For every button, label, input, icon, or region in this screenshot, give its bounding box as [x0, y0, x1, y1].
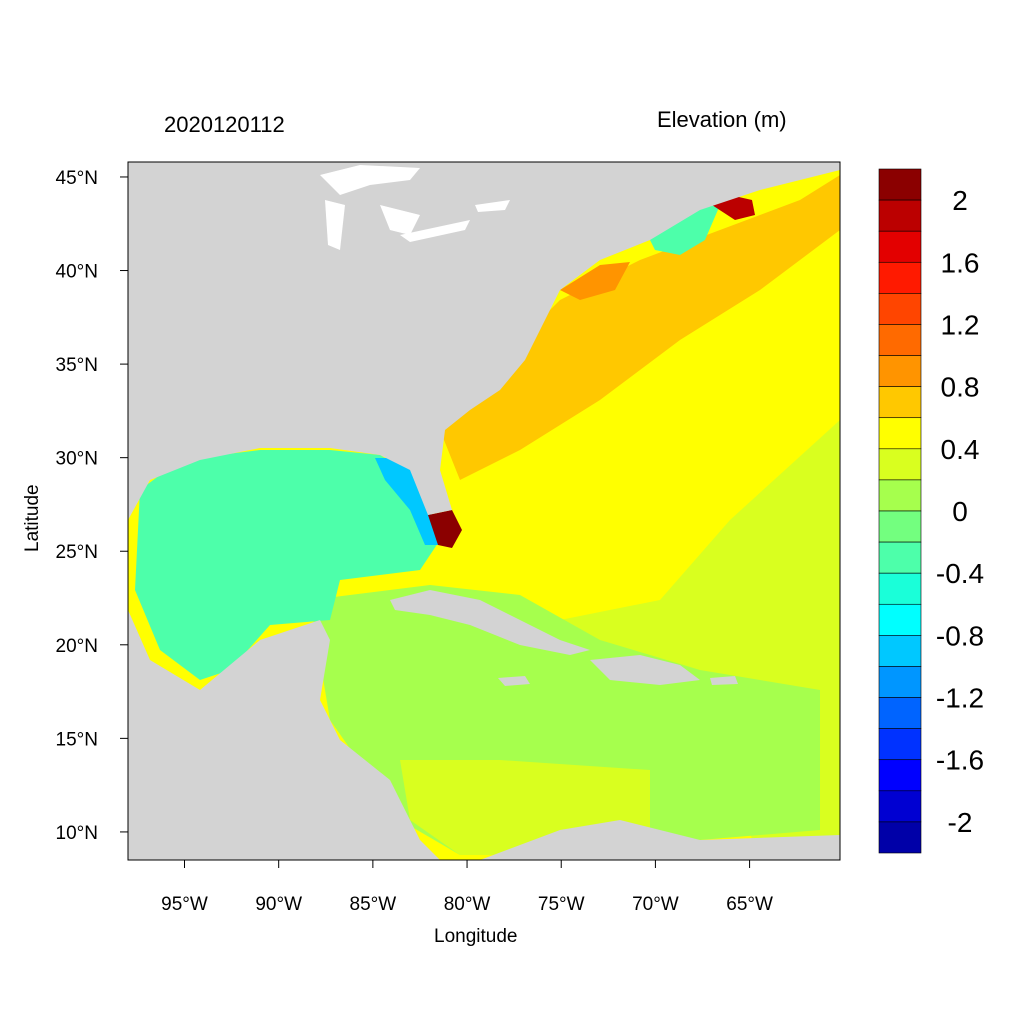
lake-erie [400, 220, 470, 242]
x-tick-label: 95°W [161, 894, 208, 915]
colorbar-label: -1.6 [936, 745, 984, 776]
colorbar-label: 2 [952, 185, 968, 216]
y-tick-label: 15°N [56, 729, 98, 750]
colorbar-swatch [878, 261, 922, 294]
y-tick-label: 25°N [56, 542, 98, 563]
colorbar-swatch [878, 230, 922, 263]
colorbar-swatch [878, 199, 922, 232]
colorbar-swatch [878, 759, 922, 792]
colorbar-swatch [878, 728, 922, 761]
mid-atlantic-bight-field [560, 262, 630, 300]
colorbar-swatch [878, 448, 922, 481]
colorbar-swatch [878, 168, 922, 201]
colorbar-swatch [878, 603, 922, 636]
colorbar-swatch [878, 790, 922, 823]
south-florida-surge-field [428, 510, 462, 548]
colorbar: 2 1.6 1.2 0.8 0.4 0 -0.4 -0.8 -1.2 -1.6 -2 [878, 168, 984, 854]
gulf-of-mexico-field [135, 450, 440, 680]
colorbar-label: -1.2 [936, 683, 984, 714]
y-tick-label: 40°N [56, 262, 98, 283]
y-tick-label: 20°N [56, 636, 98, 657]
west-florida-shelf-field [375, 458, 440, 545]
y-tick-label: 30°N [56, 449, 98, 470]
hispaniola-land [590, 655, 700, 685]
y-tick-label: 35°N [56, 355, 98, 376]
colorbar-swatch [878, 479, 922, 512]
x-axis-label: Longitude [434, 926, 518, 947]
colorbar-swatch [878, 510, 922, 543]
y-tick-label: 45°N [56, 168, 98, 189]
colorbar-swatch [878, 417, 922, 450]
puerto-rico-land [710, 676, 738, 685]
colorbar-label: 0 [952, 496, 968, 527]
colorbar-swatch [878, 386, 922, 419]
y-tick-label: 10°N [56, 823, 98, 844]
south-america-land [480, 820, 840, 860]
axis-ticks: 95°W 90°W 85°W 80°W 75°W 70°W 65°W 45°N 40°N 35°N… [56, 168, 773, 915]
colorbar-label: -0.8 [936, 620, 984, 651]
plot-frame [127, 161, 841, 861]
colorbar-label: -0.4 [936, 558, 984, 589]
map-date-label: 2020120112 [164, 112, 285, 137]
map-layers [128, 162, 840, 860]
x-tick-label: 90°W [255, 894, 302, 915]
colorbar-swatch [878, 635, 922, 667]
north-america-land [128, 162, 840, 520]
colorbar-label: 1.6 [941, 247, 980, 278]
colorbar-label: -2 [948, 807, 973, 838]
colorbar-swatch [878, 324, 922, 356]
x-tick-label: 75°W [538, 894, 585, 915]
colorbar-label: 0.4 [941, 434, 980, 465]
colorbar-label: 1.2 [941, 309, 980, 340]
x-tick-label: 65°W [726, 894, 773, 915]
colorbar-swatch [878, 541, 922, 574]
lake-huron [380, 205, 420, 235]
lake-superior [320, 165, 420, 195]
colorbar-label: 0.8 [941, 372, 980, 403]
colorbar-swatch [878, 572, 922, 605]
colorbar-swatch [878, 697, 922, 729]
colorbar-swatch [878, 293, 922, 325]
x-tick-label: 70°W [632, 894, 679, 915]
lake-ontario [475, 200, 510, 212]
central-america-land [128, 610, 440, 860]
x-tick-label: 85°W [350, 894, 397, 915]
colorbar-swatch [878, 666, 922, 698]
jamaica-land [498, 676, 530, 686]
lake-michigan [325, 200, 345, 250]
colorbar-swatch [878, 355, 922, 387]
x-tick-label: 80°W [444, 894, 491, 915]
shelf-atlantic-field [440, 175, 840, 480]
cuba-land [390, 590, 590, 655]
colorbar-swatch [878, 821, 922, 854]
variable-title: Elevation (m) [657, 107, 787, 132]
